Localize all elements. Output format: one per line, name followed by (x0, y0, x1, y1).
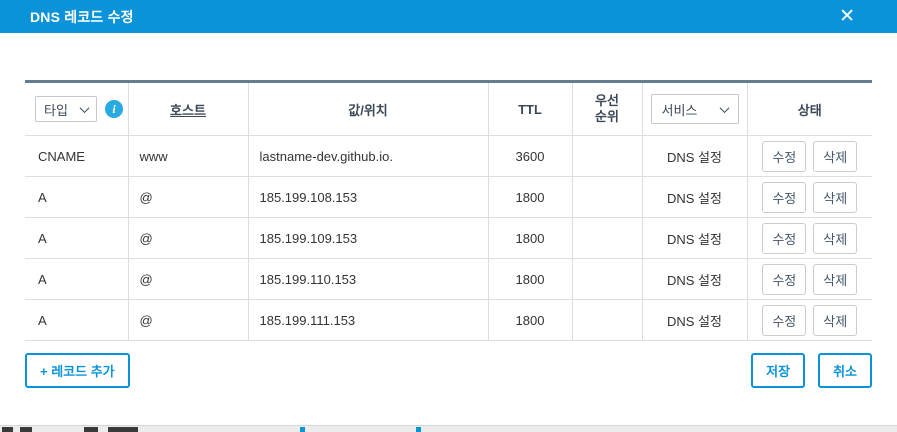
cell-service: DNS 설정 (641, 258, 747, 300)
info-icon[interactable]: i (105, 100, 123, 118)
column-priority: 우선 순위 (571, 81, 642, 136)
cell-host: @ (127, 176, 248, 218)
delete-button[interactable]: 삭제 (813, 181, 858, 213)
cell-host: www (127, 135, 248, 177)
modal-footer: + 레코드 추가 저장 취소 (25, 353, 872, 388)
modal-title-bar: DNS 레코드 수정 ✕ (0, 0, 897, 33)
chevron-down-icon (79, 102, 90, 113)
cell-priority (571, 299, 642, 341)
dns-records-table: 타입 i 호스트 값/위치 TTL 우선 순위 서비스 (25, 80, 872, 341)
table-row: A @ 185.199.108.153 1800 DNS 설정 수정 삭제 (25, 176, 872, 218)
type-filter-dropdown[interactable]: 타입 (35, 96, 97, 122)
type-filter-label: 타입 (44, 102, 68, 118)
cell-service: DNS 설정 (641, 135, 747, 177)
modal-title: DNS 레코드 수정 (30, 8, 134, 25)
edit-button[interactable]: 수정 (762, 181, 807, 213)
column-value: 값/위치 (247, 81, 488, 136)
cell-value: 185.199.111.153 (247, 299, 488, 341)
cell-value: 185.199.108.153 (247, 176, 488, 218)
cell-priority (571, 135, 642, 177)
cell-ttl: 1800 (487, 299, 572, 341)
cell-ttl: 1800 (487, 217, 572, 259)
cell-type: A (25, 299, 128, 341)
table-row: A @ 185.199.110.153 1800 DNS 설정 수정 삭제 (25, 258, 872, 300)
cell-status: 수정 삭제 (746, 258, 872, 300)
cell-priority (571, 217, 642, 259)
table-row: A @ 185.199.109.153 1800 DNS 설정 수정 삭제 (25, 217, 872, 259)
cancel-button[interactable]: 취소 (818, 353, 872, 388)
cell-status: 수정 삭제 (746, 135, 872, 177)
edit-button[interactable]: 수정 (762, 140, 807, 172)
column-ttl: TTL (487, 81, 572, 136)
cell-priority (571, 176, 642, 218)
cell-type: A (25, 176, 128, 218)
cell-service: DNS 설정 (641, 176, 747, 218)
edit-button[interactable]: 수정 (762, 222, 807, 254)
add-record-button[interactable]: + 레코드 추가 (25, 353, 130, 388)
delete-button[interactable]: 삭제 (813, 140, 858, 172)
cell-value: 185.199.109.153 (247, 217, 488, 259)
save-button[interactable]: 저장 (751, 353, 806, 388)
cell-service: DNS 설정 (641, 217, 747, 259)
modal-body: 타입 i 호스트 값/위치 TTL 우선 순위 서비스 (0, 80, 897, 388)
cell-value: 185.199.110.153 (247, 258, 488, 300)
cell-host: @ (127, 217, 248, 259)
service-filter-label: 서비스 (661, 102, 698, 118)
column-status: 상태 (746, 81, 872, 136)
cell-type: A (25, 217, 128, 259)
cell-status: 수정 삭제 (746, 176, 872, 218)
chevron-down-icon (719, 102, 729, 113)
cell-status: 수정 삭제 (746, 217, 872, 259)
delete-button[interactable]: 삭제 (813, 222, 858, 254)
edit-button[interactable]: 수정 (762, 304, 807, 336)
table-row: A @ 185.199.111.153 1800 DNS 설정 수정 삭제 (25, 299, 872, 341)
edit-button[interactable]: 수정 (762, 263, 807, 295)
cell-service: DNS 설정 (641, 299, 747, 341)
background-page-edge (0, 425, 897, 432)
cell-type: CNAME (25, 135, 128, 177)
cell-ttl: 1800 (487, 176, 572, 218)
column-host: 호스트 (127, 81, 248, 136)
cell-ttl: 1800 (487, 258, 572, 300)
cell-host: @ (127, 299, 248, 341)
delete-button[interactable]: 삭제 (813, 304, 858, 336)
service-filter-dropdown[interactable]: 서비스 (650, 94, 739, 124)
cell-host: @ (127, 258, 248, 300)
table-header-row: 타입 i 호스트 값/위치 TTL 우선 순위 서비스 (25, 81, 872, 136)
column-type: 타입 i (25, 81, 128, 136)
column-service: 서비스 (641, 81, 747, 136)
table-row: CNAME www lastname-dev.github.io. 3600 D… (25, 135, 872, 177)
cell-status: 수정 삭제 (746, 299, 872, 341)
cell-value: lastname-dev.github.io. (247, 135, 488, 177)
cell-type: A (25, 258, 128, 300)
close-icon[interactable]: ✕ (839, 6, 855, 27)
delete-button[interactable]: 삭제 (813, 263, 858, 295)
cell-ttl: 3600 (487, 135, 572, 177)
cell-priority (571, 258, 642, 300)
